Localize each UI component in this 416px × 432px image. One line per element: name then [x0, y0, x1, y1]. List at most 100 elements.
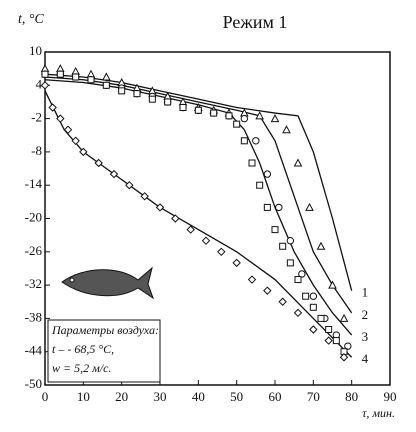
y-tick-label: -2: [31, 110, 42, 125]
data-point: [294, 276, 302, 284]
y-tick-label: 10: [29, 43, 42, 58]
data-point: [79, 147, 88, 157]
data-point: [263, 286, 272, 295]
x-tick-label: 30: [154, 389, 167, 404]
data-point: [252, 137, 260, 145]
annotation-box: [47, 319, 161, 383]
y-tick-label: -38: [25, 309, 42, 324]
data-point: [339, 353, 349, 362]
data-point: [263, 170, 272, 178]
x-tick-label: 10: [77, 389, 90, 404]
x-tick-label: 20: [115, 389, 128, 404]
x-tick-label: 60: [269, 389, 282, 404]
data-point: [56, 114, 65, 123]
data-point: [316, 241, 326, 250]
data-point: [233, 120, 241, 128]
data-point: [56, 70, 64, 78]
data-point: [41, 70, 49, 78]
data-point: [293, 158, 303, 167]
data-point: [317, 314, 325, 322]
data-point: [194, 106, 202, 114]
data-point: [293, 308, 303, 318]
y-tick-label: -50: [25, 376, 42, 391]
data-point: [94, 158, 103, 168]
data-point: [179, 104, 187, 111]
data-point: [302, 292, 310, 300]
data-point: [102, 81, 110, 89]
y-axis-label: t, °C: [18, 12, 44, 27]
curve-label: 1: [362, 285, 369, 300]
data-point: [71, 136, 80, 146]
annotation: Параметры воздуха:: [51, 323, 159, 337]
data-point: [256, 181, 264, 189]
data-point: [40, 81, 50, 90]
data-point: [63, 125, 73, 134]
data-point: [305, 202, 314, 211]
data-point: [87, 76, 95, 84]
y-tick-label: 4: [36, 76, 43, 91]
data-point: [155, 203, 165, 212]
data-point: [225, 112, 233, 120]
data-point: [339, 313, 349, 322]
data-point: [210, 109, 218, 117]
chart-title: Режим 1: [223, 12, 288, 32]
data-point: [171, 214, 180, 223]
annotation: t – - 68,5 °C,: [52, 342, 114, 356]
data-point: [247, 275, 257, 284]
data-point: [232, 258, 241, 268]
y-tick-label: -44: [25, 343, 43, 358]
data-point: [240, 137, 248, 145]
data-point: [332, 337, 340, 345]
data-point: [325, 326, 333, 333]
line-series: [44, 90, 353, 358]
curve-label: 4: [362, 351, 369, 366]
x-tick-label: 50: [230, 389, 243, 404]
y-tick-label: -32: [25, 276, 42, 291]
data-point: [217, 247, 226, 257]
curve-label: 3: [362, 329, 369, 344]
data-point: [275, 203, 283, 212]
data-point: [286, 237, 295, 245]
data-point: [240, 114, 249, 123]
data-point: [248, 159, 256, 167]
annotation: w = 5,2 м/с.: [52, 361, 111, 375]
data-point: [148, 95, 156, 103]
data-point: [271, 226, 279, 234]
data-point: [48, 103, 57, 112]
data-point: [201, 236, 211, 245]
data-point: [309, 303, 317, 311]
y-tick-label: -26: [25, 243, 43, 258]
x-tick-label: 0: [42, 389, 49, 404]
data-point: [164, 98, 172, 106]
data-point: [109, 169, 119, 179]
data-point: [278, 297, 287, 306]
line-series: [44, 76, 353, 314]
data-point: [133, 90, 141, 98]
data-point: [255, 111, 265, 120]
y-tick-label: -20: [25, 209, 42, 224]
data-point: [344, 342, 352, 350]
x-tick-label: 80: [345, 389, 358, 404]
data-point: [72, 73, 80, 81]
data-point: [125, 180, 134, 190]
data-point: [309, 292, 318, 300]
x-tick-label: 40: [192, 389, 205, 404]
curve-label: 2: [362, 307, 369, 322]
data-point: [286, 259, 294, 267]
data-point: [328, 280, 337, 289]
data-point: [324, 336, 333, 345]
data-point: [309, 325, 318, 334]
data-point: [186, 225, 195, 234]
x-axis-label: τ, мин.: [362, 406, 395, 420]
fish-icon: [61, 266, 154, 300]
data-point: [279, 242, 287, 250]
data-point: [140, 192, 149, 201]
data-point: [118, 87, 126, 95]
data-point: [101, 72, 111, 81]
x-tick-label: 70: [307, 389, 320, 404]
data-point: [298, 270, 306, 278]
data-point: [270, 114, 280, 123]
x-tick-label: 90: [384, 389, 397, 404]
y-tick-label: -8: [31, 143, 42, 158]
